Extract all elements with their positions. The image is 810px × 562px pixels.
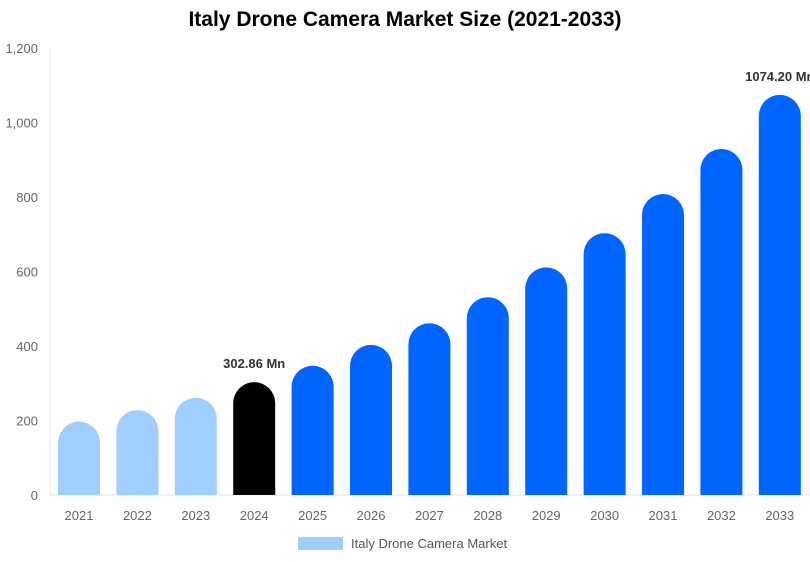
- bar-2024: [233, 382, 276, 495]
- x-tick-label: 2022: [123, 508, 152, 523]
- bar-2032: [700, 148, 743, 495]
- x-tick-label: 2030: [590, 508, 619, 523]
- y-tick-label: 1,200: [5, 41, 38, 56]
- bar-2021: [58, 421, 100, 495]
- x-tick-label: 2028: [473, 508, 502, 523]
- bar-2033: [758, 94, 801, 495]
- bar-2023: [174, 397, 217, 495]
- y-tick-label: 400: [16, 339, 38, 354]
- x-tick-label: 2032: [707, 508, 736, 523]
- legend[interactable]: Italy Drone Camera Market: [298, 536, 507, 551]
- bar-2022: [116, 410, 159, 495]
- bar-2030: [583, 233, 626, 495]
- x-tick-label: 2029: [532, 508, 561, 523]
- bar-2027: [408, 323, 451, 495]
- bar-2028: [466, 297, 509, 495]
- data-label: 302.86 Mn: [223, 356, 285, 371]
- x-tick-label: 2025: [298, 508, 327, 523]
- legend-label: Italy Drone Camera Market: [351, 536, 508, 551]
- y-tick-label: 800: [16, 190, 38, 205]
- chart-title: Italy Drone Camera Market Size (2021-203…: [188, 8, 622, 31]
- bar-2031: [642, 194, 684, 495]
- legend-swatch: [298, 537, 343, 550]
- bar-2025: [291, 365, 334, 495]
- bar-2026: [350, 344, 392, 495]
- x-tick-label: 2021: [65, 508, 94, 523]
- y-tick-label: 0: [31, 488, 38, 503]
- y-tick-label: 1,000: [5, 116, 38, 131]
- y-tick-label: 200: [16, 414, 38, 429]
- bar-2029: [525, 267, 568, 495]
- data-label: 1074.20 Mn: [745, 69, 810, 84]
- x-tick-label: 2027: [415, 508, 444, 523]
- x-tick-label: 2024: [240, 508, 269, 523]
- x-tick-label: 2031: [649, 508, 678, 523]
- x-tick-label: 2023: [181, 508, 210, 523]
- x-tick-label: 2033: [765, 508, 794, 523]
- x-tick-label: 2026: [357, 508, 386, 523]
- y-tick-label: 600: [16, 265, 38, 280]
